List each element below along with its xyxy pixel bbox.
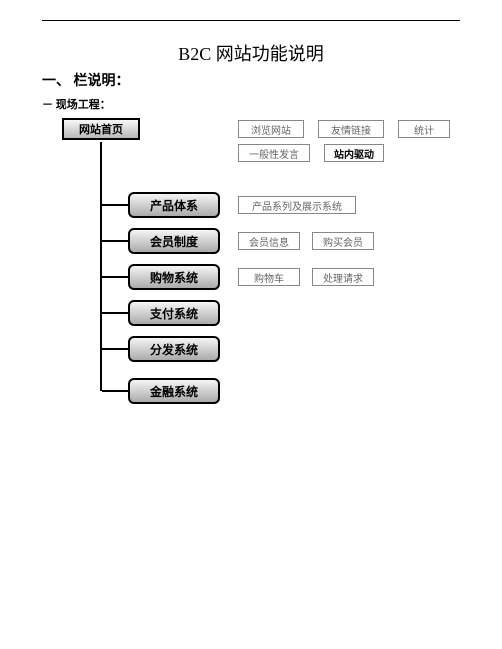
- connector-line: [102, 348, 128, 350]
- child-label: 分发系统: [150, 341, 198, 358]
- child-label: 支付系统: [150, 305, 198, 322]
- detail-box: 产品系列及展示系统: [238, 196, 356, 214]
- child-node: 支付系统: [128, 300, 220, 326]
- detail-box: 友情链接: [318, 120, 384, 138]
- page-top-rule: [42, 20, 460, 21]
- child-label: 会员制度: [150, 233, 198, 250]
- connector-line: [102, 390, 128, 392]
- child-label: 购物系统: [150, 269, 198, 286]
- connector-line: [102, 276, 128, 278]
- detail-box: 购买会员: [312, 232, 374, 250]
- trunk-line: [100, 142, 102, 391]
- root-label: 网站首页: [79, 121, 123, 137]
- child-node: 分发系统: [128, 336, 220, 362]
- detail-box: 一般性发言: [238, 144, 310, 162]
- child-node: 会员制度: [128, 228, 220, 254]
- detail-box: 会员信息: [238, 232, 300, 250]
- detail-box: 统计: [398, 120, 450, 138]
- detail-box: 购物车: [238, 268, 300, 286]
- detail-box: 处理请求: [312, 268, 374, 286]
- child-label: 产品体系: [150, 197, 198, 214]
- child-label: 金融系统: [150, 383, 198, 400]
- connector-line: [102, 240, 128, 242]
- detail-box: 浏览网站: [238, 120, 304, 138]
- detail-box: 站内驱动: [324, 144, 384, 162]
- page-title: B2C 网站功能说明: [0, 40, 502, 66]
- connector-line: [102, 204, 128, 206]
- root-node: 网站首页: [62, 118, 140, 140]
- child-node: 金融系统: [128, 378, 220, 404]
- section-heading: 一、 栏说明：: [42, 70, 130, 90]
- child-node: 产品体系: [128, 192, 220, 218]
- child-node: 购物系统: [128, 264, 220, 290]
- subsection-heading: － 现场工程：: [42, 96, 111, 112]
- connector-line: [102, 312, 128, 314]
- sitemap-diagram: 网站首页 浏览网站友情链接统计一般性发言站内驱动 产品体系产品系列及展示系统会员…: [42, 118, 460, 458]
